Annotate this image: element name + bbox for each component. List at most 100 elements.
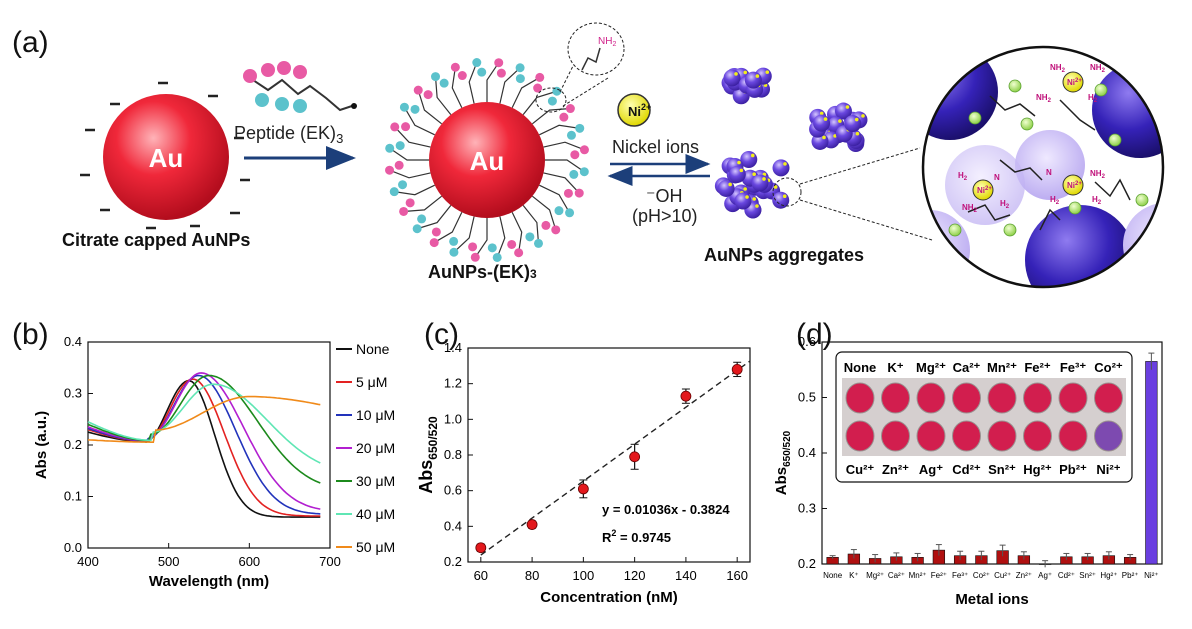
residue-bead [468,242,478,252]
peptide-chain [543,141,585,151]
y-tick-label: 0.2 [798,556,816,571]
peptide-chain [499,67,521,104]
peptide-chain [538,124,580,136]
aggregated-particle [723,69,741,87]
x-tick-label: Fe²⁺ [931,571,947,580]
y-tick-label: 0.6 [444,483,462,498]
ek-caption: AuNPs-(EK)3 [428,262,537,282]
ni-dot [750,153,755,158]
residue-bead [496,68,506,78]
crosslink-zoom [923,47,1163,287]
aggregated-particle [772,159,790,177]
data-point [680,390,692,402]
x-tick-label: 60 [474,568,488,583]
peptide-chain [496,216,506,258]
legend-label: 20 μM [356,440,395,456]
data-point [475,542,487,554]
aggregates-caption: AuNPs aggregates [704,245,865,265]
x-tick-label: Cd²⁺ [1058,571,1075,580]
peptide-chain [403,195,443,213]
residue-bead [399,206,409,216]
svg-text:NH2: NH2 [1090,169,1106,180]
ni-dot [782,194,787,198]
well [1058,420,1088,452]
peptide-chain [511,76,541,109]
residue-bead [515,63,525,73]
well [1094,382,1123,414]
x-axis-label: Concentration (nM) [540,589,677,606]
aggregate-cluster-2 [809,102,868,152]
y-tick-label: 0.8 [444,447,462,462]
nickel-ions-label: Nickel ions [612,137,699,157]
nh2-zoom-label: NH2 [598,36,616,48]
residue-bead [413,85,423,95]
residue-bead [449,236,459,246]
well [987,420,1017,452]
inset-bottom-label: Cd²⁺ [952,462,981,477]
x-tick-label: Ag⁺ [1038,571,1052,580]
residue-bead [551,225,561,235]
y-tick-label: 0.4 [444,518,462,533]
residue-bead [385,143,395,153]
ni-crosslinks [972,71,1084,201]
uv-vis-chart: 400 500 600 700 0.0 0.1 0.2 0.3 0.4 Wavelength (n… [33,334,395,590]
ni-dot [823,117,828,121]
svg-text:Ni2+: Ni2+ [1067,78,1082,87]
svg-text:Ni2+: Ni2+ [1067,181,1082,190]
inset-top-label: Fe³⁺ [1060,360,1087,375]
inset-bottom-label: Sn²⁺ [988,462,1016,477]
ek-aunp [385,58,589,262]
well [1023,420,1052,452]
scheme-diagram: Au Peptide (EK)3 Au NH2 Ni2+ Nickel ions… [80,22,1165,289]
svg-text:H2: H2 [1000,199,1010,210]
legend-label: 10 μM [356,407,395,423]
peptide-chain [389,147,429,161]
y-tick-label: 1.2 [444,376,462,391]
legend-label: 30 μM [356,473,395,489]
x-tick-label: 600 [238,554,260,569]
y-tick-label: 0.0 [64,540,82,555]
x-tick-label: Sn²⁺ [1079,571,1096,580]
panel-b-label: (b) [12,318,49,351]
well [916,382,946,414]
citrate-caption: Citrate capped AuNPs [62,230,251,250]
residue-bead [390,122,400,132]
legend-label: None [356,341,390,357]
residue-bead [389,187,399,197]
peptide-chain [545,159,585,173]
residue-bead [385,165,395,175]
inset-bottom-label: Pb²⁺ [1059,462,1087,477]
spectrum-line [87,379,321,518]
fit-line [480,360,751,556]
peptide-chain [453,216,475,253]
oh-label: ⁻OH [646,186,683,206]
svg-text:Ni2+: Ni2+ [977,186,992,195]
aggregated-particle [813,114,831,132]
ni-dot [838,119,842,123]
svg-text:NH2: NH2 [962,203,978,214]
spectrum-line [87,395,321,443]
svg-text:H2: H2 [1088,93,1098,104]
y-tick-label: 0.2 [64,437,82,452]
peptide-icon [243,61,357,113]
residue-bead [535,72,545,82]
legend-label: 40 μM [356,506,395,522]
x-tick-label: K⁺ [849,571,859,580]
ni-dot [755,204,759,208]
residue-bead [472,58,482,68]
fit-equation: y = 0.01036x - 0.3824 [602,502,730,517]
panel-c-label: (c) [424,318,459,351]
residue-bead [559,112,569,122]
ni-badge-label: Ni2+ [628,102,651,119]
y-tick-label: 0.2 [444,554,462,569]
x-tick-label: 140 [675,568,697,583]
x-tick-label: 160 [726,568,748,583]
svg-text:N: N [1046,168,1052,177]
peptide-chain [511,211,523,253]
residue-bead [565,104,575,114]
y-axis-label: Abs650/520 [773,430,793,495]
residue-bead [492,252,502,262]
data-point [577,483,589,495]
svg-text:H2: H2 [1092,195,1102,206]
residue-bead [570,150,580,160]
